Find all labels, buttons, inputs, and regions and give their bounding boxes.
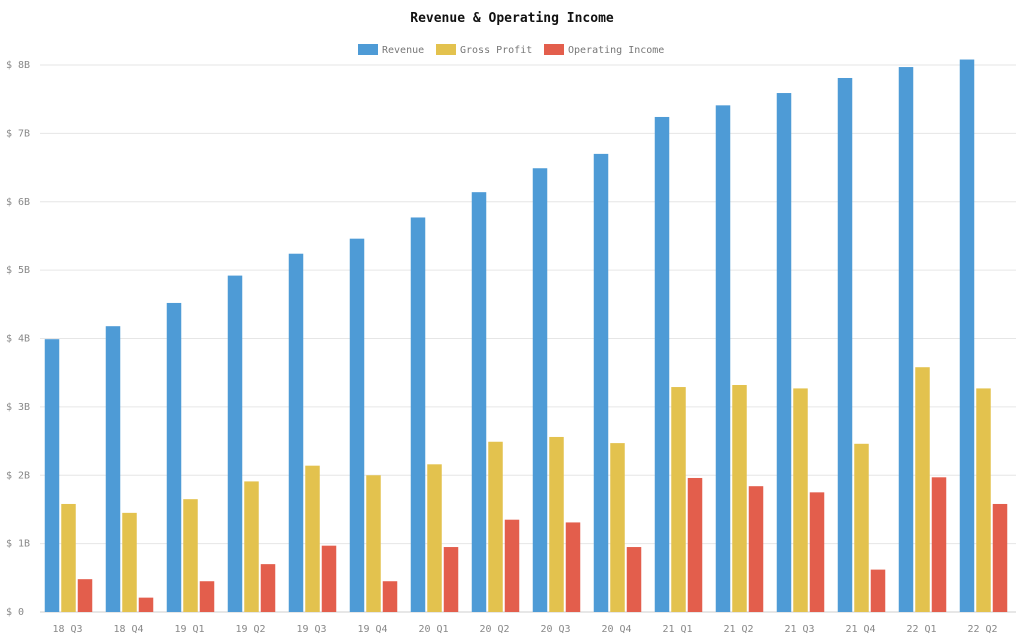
bar-operating-income (931, 477, 947, 612)
y-axis: $ 0 $ 1B $ 2B $ 3B $ 4B $ 5B $ 6B $ 7B $ 8B (6, 60, 30, 618)
bar-operating-income (199, 581, 215, 612)
bar-gross-profit (122, 512, 137, 612)
x-tick-label: 21 Q2 (723, 624, 753, 635)
chart-title: Revenue & Operating Income (410, 11, 614, 26)
x-tick-label: 22 Q2 (967, 624, 997, 635)
legend-label: Gross Profit (460, 45, 532, 56)
bar-operating-income (321, 545, 337, 612)
bar-revenue (837, 77, 853, 612)
bar-operating-income (443, 547, 459, 612)
bar-revenue (715, 105, 731, 612)
y-tick-label: $ 2B (6, 470, 30, 481)
bar-gross-profit (732, 384, 747, 612)
bar-operating-income (77, 579, 93, 612)
bar-operating-income (138, 597, 154, 612)
x-tick-label: 19 Q3 (296, 624, 326, 635)
x-tick-label: 20 Q4 (601, 624, 631, 635)
bar-gross-profit (183, 499, 198, 612)
bar-gross-profit (366, 475, 381, 612)
gridlines (40, 64, 1016, 613)
y-tick-label: $ 4B (6, 334, 30, 345)
bar-gross-profit (854, 443, 869, 612)
bar-operating-income (992, 503, 1008, 612)
x-tick-label: 21 Q4 (845, 624, 875, 635)
chart-legend: Revenue Gross Profit Operating Income (358, 44, 664, 56)
x-tick-label: 19 Q1 (174, 624, 204, 635)
bar-revenue (654, 116, 670, 612)
bar-revenue (105, 326, 121, 612)
x-tick-label: 21 Q1 (662, 624, 692, 635)
bar-revenue (227, 275, 243, 612)
x-tick-label: 20 Q2 (479, 624, 509, 635)
bar-gross-profit (610, 443, 625, 612)
bar-operating-income (748, 486, 764, 612)
bar-revenue (959, 59, 975, 612)
bar-revenue (410, 217, 426, 612)
bar-revenue (349, 238, 365, 613)
x-tick-label: 20 Q1 (418, 624, 448, 635)
bar-operating-income (687, 477, 703, 612)
legend-swatch (436, 44, 456, 55)
legend-label: Operating Income (568, 45, 664, 56)
y-tick-label: $ 8B (6, 60, 30, 71)
bar-operating-income (565, 522, 581, 612)
y-tick-label: $ 5B (6, 265, 30, 276)
bar-operating-income (809, 492, 825, 612)
bar-gross-profit (671, 387, 686, 612)
bar-operating-income (382, 581, 398, 612)
bar-gross-profit (244, 481, 259, 612)
bar-operating-income (870, 569, 886, 612)
bar-revenue (898, 67, 914, 612)
bar-gross-profit (793, 388, 808, 612)
legend-swatch (358, 44, 378, 55)
y-tick-label: $ 7B (6, 128, 30, 139)
bars (44, 59, 1008, 613)
x-tick-label: 19 Q4 (357, 624, 387, 635)
bar-revenue (471, 192, 487, 613)
bar-revenue (593, 153, 609, 612)
bar-revenue (776, 93, 792, 612)
bar-revenue (44, 339, 60, 612)
y-tick-label: $ 1B (6, 539, 30, 550)
y-tick-label: $ 0 (6, 607, 24, 618)
bar-operating-income (504, 519, 520, 612)
bar-revenue (166, 302, 182, 612)
x-tick-label: 22 Q1 (906, 624, 936, 635)
legend-label: Revenue (382, 45, 424, 56)
x-tick-label: 19 Q2 (235, 624, 265, 635)
bar-gross-profit (915, 367, 930, 612)
bar-gross-profit (488, 441, 503, 612)
bar-operating-income (626, 547, 642, 612)
bar-gross-profit (61, 503, 76, 612)
x-tick-label: 18 Q4 (113, 624, 143, 635)
bar-gross-profit (305, 465, 320, 612)
bar-revenue (532, 168, 548, 612)
y-tick-label: $ 3B (6, 402, 30, 413)
x-tick-label: 21 Q3 (784, 624, 814, 635)
x-axis: 18 Q3 18 Q4 19 Q1 19 Q2 19 Q3 19 Q4 20 Q1 20 Q2… (52, 624, 997, 635)
y-tick-label: $ 6B (6, 197, 30, 208)
bar-gross-profit (427, 464, 442, 612)
bar-gross-profit (549, 436, 564, 612)
bar-gross-profit (976, 388, 991, 612)
bar-operating-income (260, 564, 276, 612)
x-tick-label: 20 Q3 (540, 624, 570, 635)
legend-swatch (544, 44, 564, 55)
x-tick-label: 18 Q3 (52, 624, 82, 635)
bar-revenue (288, 253, 304, 612)
